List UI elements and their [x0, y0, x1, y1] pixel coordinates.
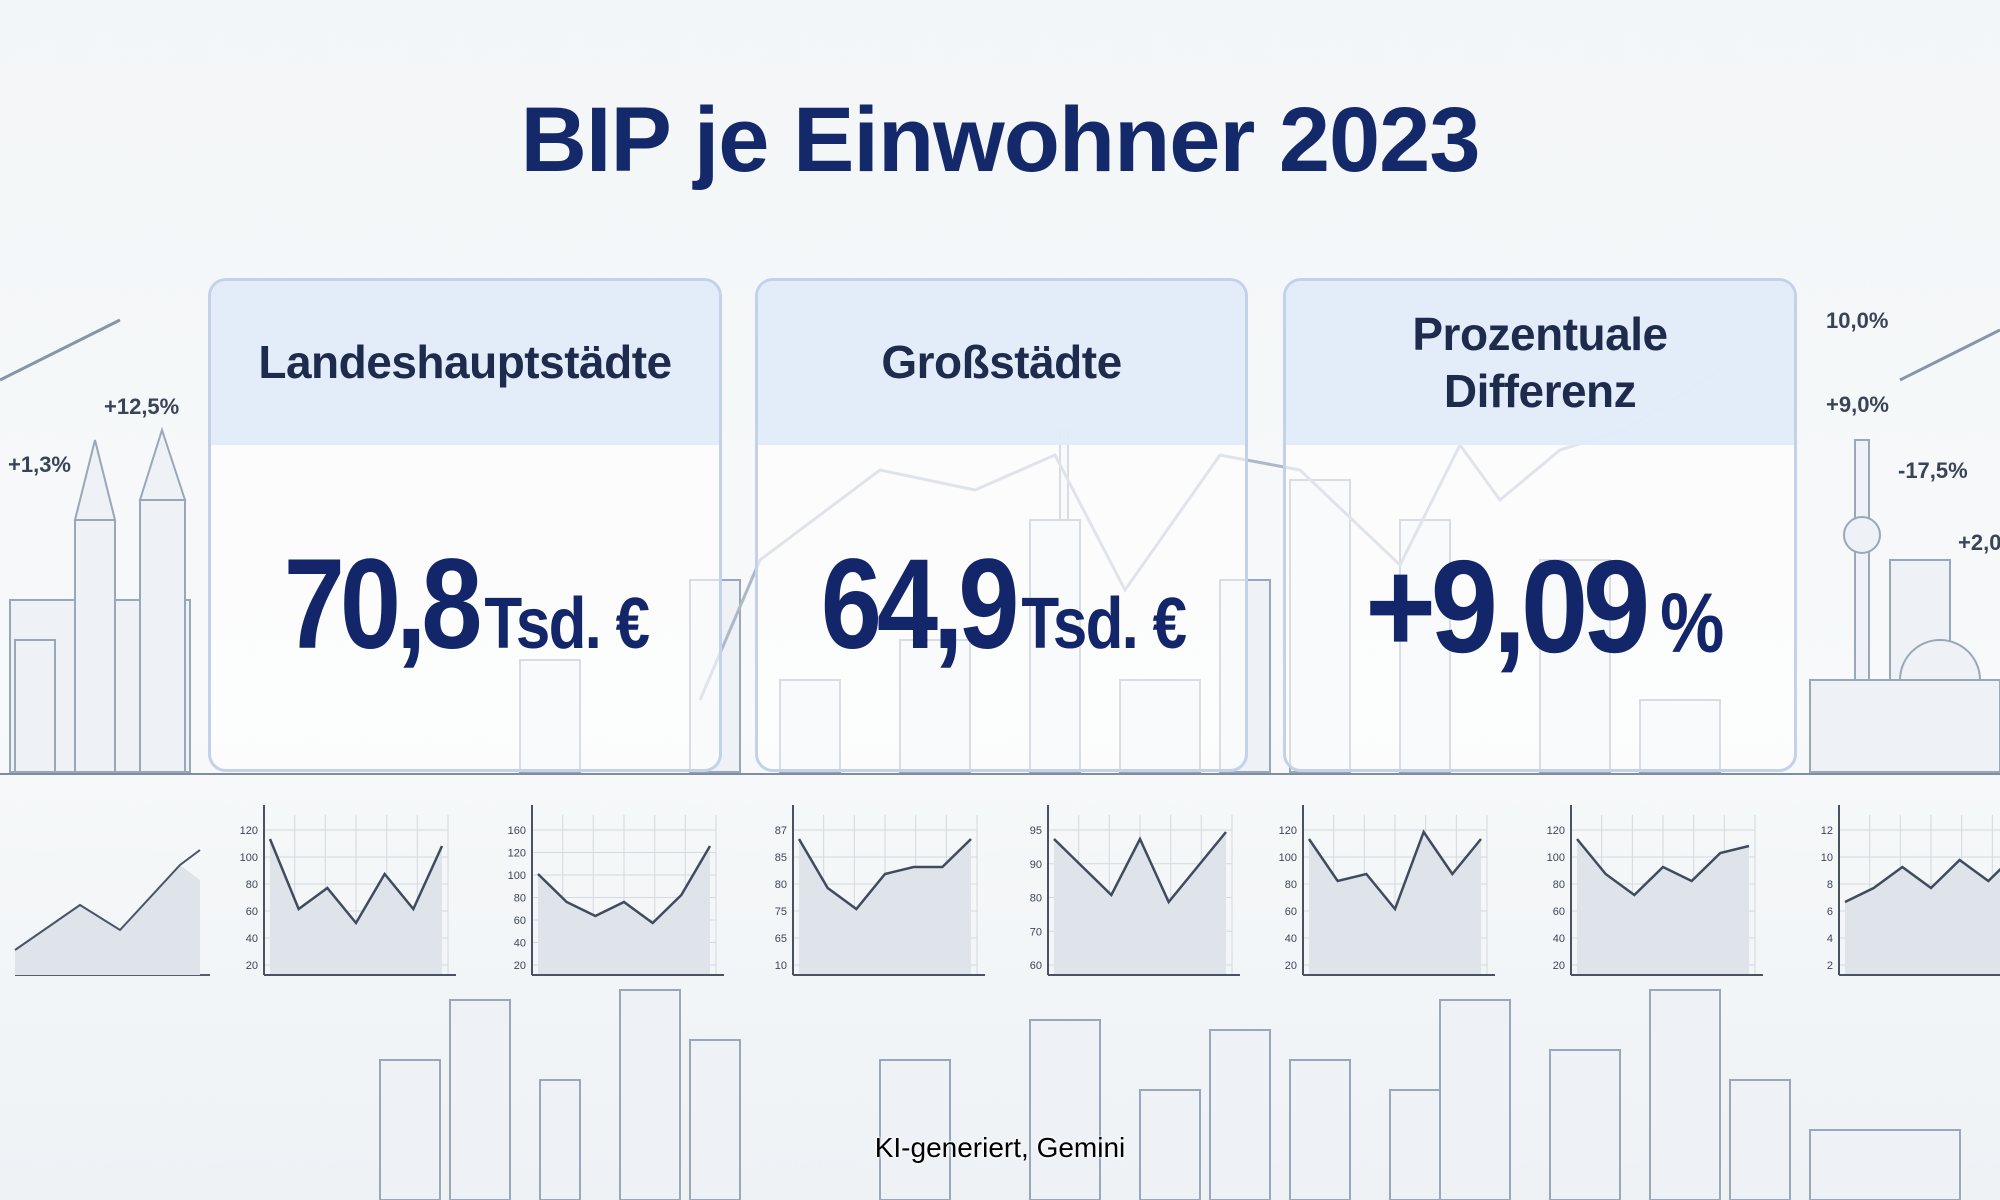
mini-tick-label: 80 — [246, 879, 258, 891]
mini-tick-label: 40 — [246, 933, 258, 945]
mini-area — [1845, 860, 2000, 975]
mini-tick-label: 75 — [775, 906, 787, 918]
mini-tick-label: 60 — [514, 915, 526, 927]
value-number: 64,9 — [820, 533, 1019, 676]
annotation: +9,0% — [1826, 392, 1889, 417]
mini-line — [1844, 858, 2000, 904]
card-label-text: Prozentuale Differenz — [1412, 307, 1668, 418]
annotation: 10,0% — [1826, 308, 1889, 333]
mini-tick-label: 12 — [1821, 825, 1833, 837]
mini-tick-label: 120 — [508, 848, 526, 860]
mini-tick-label: 40 — [1285, 933, 1297, 945]
mini-tick-label: 80 — [775, 879, 787, 891]
mini-tick-label: 10 — [1821, 852, 1833, 864]
mini-area — [799, 839, 971, 975]
card-value: 70,8Tsd. € — [211, 531, 719, 678]
mini-tick-label: 80 — [514, 893, 526, 905]
mini-tick-label: 40 — [1553, 933, 1565, 945]
mini-tick-label: 70 — [1030, 926, 1042, 938]
mini-tick-label: 6 — [1827, 906, 1833, 918]
kpi-card: Großstädte 64,9Tsd. € — [755, 278, 1248, 772]
mini-chart: 160 120 100 80 60 40 20 — [508, 805, 724, 976]
mini-tick-label: 65 — [775, 933, 787, 945]
mini-tick-label: 60 — [1285, 906, 1297, 918]
mini-tick-label: 20 — [514, 960, 526, 972]
kpi-card: Landeshauptstädte 70,8Tsd. € — [208, 278, 722, 772]
value-unit: Tsd. € — [484, 584, 651, 664]
card-value: 64,9Tsd. € — [758, 531, 1245, 678]
mini-tick-label: 60 — [246, 906, 258, 918]
mini-tick-label: 100 — [1547, 852, 1565, 864]
mini-chart: 95 90 80 70 60 — [1030, 805, 1240, 976]
mini-chart — [14, 849, 210, 976]
mini-tick-label: 100 — [1279, 852, 1297, 864]
trend-line — [1899, 328, 2000, 382]
card-label: Großstädte — [758, 281, 1245, 445]
mini-tick-label: 85 — [775, 852, 787, 864]
mini-line — [1576, 838, 1750, 897]
mini-chart: 120 100 80 60 40 20 — [1547, 805, 1763, 976]
mini-line — [537, 845, 712, 925]
mini-tick-label: 120 — [240, 825, 258, 837]
mini-chart: 87 85 80 75 65 10 — [775, 805, 985, 976]
mini-tick-label: 90 — [1030, 859, 1042, 871]
mini-tick-label: 4 — [1827, 933, 1833, 945]
mini-tick-label: 100 — [508, 870, 526, 882]
title: BIP je Einwohner 2023 — [520, 89, 1480, 191]
mini-line — [797, 838, 972, 911]
credit: KI-generiert, Gemini — [874, 1132, 1126, 1163]
mini-chart: 120 100 80 60 40 20 — [240, 805, 456, 976]
mini-tick-label: 60 — [1553, 906, 1565, 918]
mini-tick-label: 120 — [1279, 825, 1297, 837]
annotation: +1,3% — [8, 452, 71, 477]
annotation: -17,5% — [1898, 458, 1968, 483]
mini-tick-label: 100 — [240, 852, 258, 864]
mini-line — [1053, 831, 1227, 905]
mini-area — [270, 839, 442, 975]
mini-tick-label: 160 — [508, 825, 526, 837]
mini-area — [1054, 832, 1226, 975]
mini-tick-label: 60 — [1030, 960, 1042, 972]
mini-tick-label: 80 — [1030, 893, 1042, 905]
card-label: Landeshauptstädte — [211, 281, 719, 445]
mini-line — [268, 838, 444, 926]
value-unit: % — [1659, 576, 1724, 670]
value-unit: Tsd. € — [1021, 584, 1187, 664]
mini-tick-label: 2 — [1827, 960, 1833, 972]
mini-tick-label: 95 — [1030, 825, 1042, 837]
mini-area — [1309, 832, 1481, 975]
mini-tick-label: 8 — [1827, 879, 1833, 891]
card-label: Prozentuale Differenz — [1286, 281, 1794, 445]
value-number: +9,09 — [1364, 533, 1650, 680]
mini-tick-label: 80 — [1553, 879, 1565, 891]
mini-chart: 12 10 8 6 4 2 — [1821, 805, 2000, 976]
mini-tick-label: 20 — [1553, 960, 1565, 972]
value-number: 70,8 — [283, 533, 483, 676]
mini-tick-label: 40 — [514, 938, 526, 950]
mini-tick-label: 80 — [1285, 879, 1297, 891]
mini-tick-label: 10 — [775, 960, 787, 972]
card-value: +9,09% — [1286, 531, 1794, 682]
mini-tick-label: 120 — [1547, 825, 1565, 837]
mini-tick-label: 87 — [775, 825, 787, 837]
mini-tick-label: 20 — [246, 960, 258, 972]
trend-line — [0, 318, 121, 382]
mini-chart: 120 100 80 60 40 20 — [1279, 805, 1495, 976]
kpi-card: Prozentuale Differenz +9,09% — [1283, 278, 1797, 772]
mini-area — [1577, 839, 1749, 975]
mini-area — [538, 846, 710, 975]
mini-tick-label: 20 — [1285, 960, 1297, 972]
mini-line — [1307, 829, 1482, 912]
annotation: +2,0 — [1958, 530, 2000, 555]
annotation: +12,5% — [104, 394, 180, 419]
